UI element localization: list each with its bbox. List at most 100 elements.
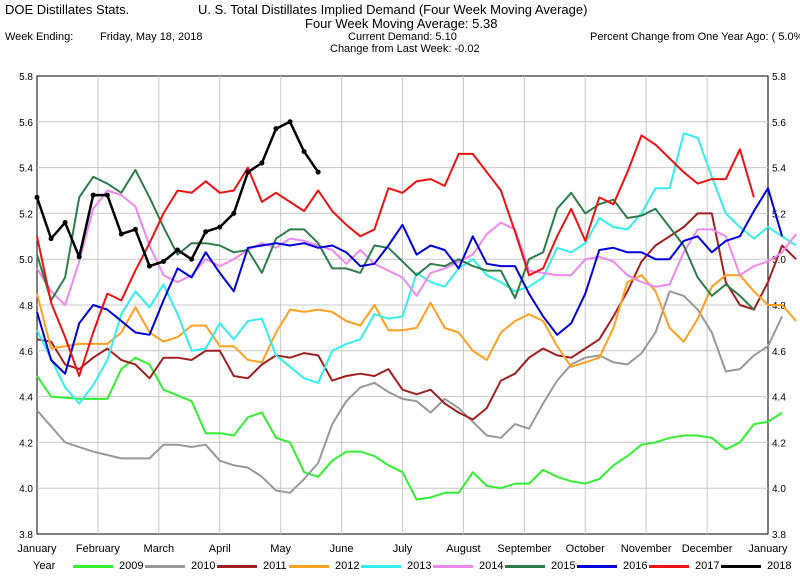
x-tick-label: October — [566, 543, 605, 555]
x-tick-label: September — [497, 543, 551, 555]
series-line-2014 — [36, 189, 797, 306]
y-tick-label-right: 4.0 — [772, 484, 786, 495]
y-tick-label-right: 4.2 — [772, 438, 786, 449]
y-tick-label-left: 4.6 — [19, 347, 33, 358]
series-line-2009 — [36, 356, 783, 501]
legend-label: 2011 — [263, 560, 287, 572]
x-tick-label: April — [209, 543, 231, 555]
y-tick-label-right: 3.8 — [772, 530, 786, 541]
y-tick-label-right: 4.8 — [772, 301, 786, 312]
y-tick-label-left: 4.4 — [19, 393, 33, 404]
legend-swatch — [505, 564, 545, 568]
current-demand: Current Demand: 5.10 — [348, 31, 457, 43]
legend-label: 2016 — [623, 560, 648, 572]
y-tick-label-right: 4.6 — [772, 347, 786, 358]
y-tick-label-left: 5.4 — [19, 164, 33, 175]
x-tick-label: August — [446, 543, 480, 555]
series-line-2017 — [36, 134, 755, 377]
y-tick-label-left: 4.0 — [19, 484, 33, 495]
legend-label: 2014 — [479, 560, 504, 572]
x-tick-label: July — [393, 543, 413, 555]
legend-swatch — [433, 564, 473, 568]
legend-title: Year — [33, 560, 56, 572]
y-tick-label-right: 5.0 — [772, 255, 786, 266]
x-tick-label: January — [17, 543, 57, 555]
legend-swatch — [145, 564, 185, 568]
y-tick-label-right: 5.4 — [772, 164, 786, 175]
point-2018 — [315, 169, 321, 175]
legend-label: 2017 — [695, 560, 720, 572]
point-2018 — [48, 236, 54, 242]
legend-swatch — [361, 564, 401, 568]
y-tick-label-left: 4.2 — [19, 438, 33, 449]
y-tick-label-right: 5.6 — [772, 118, 786, 129]
legend-swatch — [577, 564, 617, 568]
legend-item-2016: 2016 — [577, 560, 647, 572]
legend-label: 2018 — [767, 560, 792, 572]
y-tick-label-right: 5.2 — [772, 209, 786, 220]
legend-swatch — [73, 564, 113, 568]
point-2018 — [175, 247, 181, 253]
legend-label: 2009 — [119, 560, 144, 572]
percent-change: Percent Change from One Year Ago: ( 5.0%… — [590, 31, 800, 43]
point-2018 — [104, 192, 110, 198]
legend-item-2010: 2010 — [145, 560, 215, 572]
point-2018 — [62, 220, 68, 226]
point-2018 — [231, 210, 237, 216]
point-2018 — [161, 258, 167, 264]
point-2018 — [189, 256, 195, 262]
legend-swatch — [649, 564, 689, 568]
series-line-2012 — [36, 274, 797, 368]
x-tick-label: June — [330, 543, 354, 555]
legend-item-2013: 2013 — [361, 560, 431, 572]
point-2018 — [146, 263, 152, 269]
legend-item-2014: 2014 — [433, 560, 503, 572]
week-ending-value: Friday, May 18, 2018 — [100, 31, 203, 43]
legend-label: 2015 — [551, 560, 576, 572]
x-tick-label: December — [682, 543, 733, 555]
legend-item-2011: 2011 — [217, 560, 287, 572]
legend-swatch — [289, 564, 329, 568]
legend-label: 2010 — [191, 560, 216, 572]
point-2018 — [76, 254, 82, 260]
point-2018 — [90, 192, 96, 198]
x-tick-label: May — [270, 543, 291, 555]
y-tick-label-left: 4.8 — [19, 301, 33, 312]
legend-item-2012: 2012 — [289, 560, 359, 572]
y-tick-label-left: 5.2 — [19, 209, 33, 220]
x-tick-label: March — [144, 543, 175, 555]
series-line-2013 — [36, 132, 797, 405]
series-line-2016 — [36, 187, 784, 375]
week-ending-label: Week Ending: — [5, 31, 74, 43]
x-tick-label: November — [621, 543, 672, 555]
legend-swatch — [721, 564, 761, 568]
series-line-2010 — [36, 290, 784, 494]
legend-label: 2013 — [407, 560, 432, 572]
y-tick-label-left: 5.0 — [19, 255, 33, 266]
point-2018 — [273, 126, 279, 132]
legend-item-2018: 2018 — [721, 560, 791, 572]
legend-item-2009: 2009 — [73, 560, 143, 572]
y-tick-label-left: 5.6 — [19, 118, 33, 129]
point-2018 — [34, 194, 40, 200]
legend-swatch — [217, 564, 257, 568]
point-2018 — [118, 231, 124, 237]
moving-average-line: Four Week Moving Average: 5.38 — [305, 16, 498, 31]
point-2018 — [259, 160, 265, 166]
point-2018 — [132, 226, 138, 232]
x-tick-label: February — [76, 543, 121, 555]
y-tick-label-right: 4.4 — [772, 393, 786, 404]
series-line-2015 — [36, 168, 755, 311]
legend: Year 2009 2010 2011 2012 2013 2014 2015 2016 201… — [0, 558, 800, 578]
series-line-2011 — [36, 212, 797, 421]
legend-label: 2012 — [335, 560, 360, 572]
x-tick-label: January — [748, 543, 788, 555]
point-2018 — [287, 119, 293, 125]
legend-item-2017: 2017 — [649, 560, 719, 572]
chart-title: U. S. Total Distillates Implied Demand (… — [198, 2, 588, 17]
change-from-last-week: Change from Last Week: -0.02 — [330, 43, 480, 55]
legend-item-2015: 2015 — [505, 560, 575, 572]
point-2018 — [245, 169, 251, 175]
point-2018 — [203, 229, 209, 235]
